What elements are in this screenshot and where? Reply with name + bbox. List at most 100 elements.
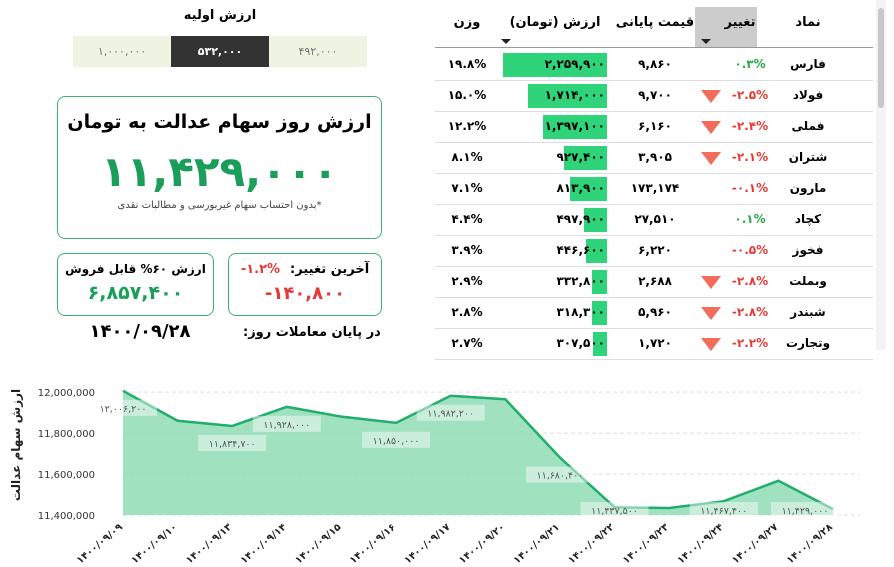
change-cell: -۲.۵% xyxy=(731,88,769,102)
label-box xyxy=(252,415,321,432)
row-line xyxy=(435,80,873,81)
x-tick-label: ۱۴۰۰/۰۹/۰۹ xyxy=(75,522,125,567)
row-line xyxy=(435,297,873,298)
value-cell: ۱,۷۱۴,۰۰۰ xyxy=(544,88,605,102)
down-triangle xyxy=(701,121,721,134)
value-bar xyxy=(592,332,607,356)
weight-cell: ۱۵.۰% xyxy=(447,88,487,102)
label-box xyxy=(771,502,839,518)
x-tick-label: ۱۴۰۰/۰۹/۱۳ xyxy=(184,522,234,567)
change-cell: -۲.۱% xyxy=(731,150,769,164)
value-cell: ۳۳۲,۸۰۰ xyxy=(556,274,605,288)
value-cell: ۳۰۷,۵۰۰ xyxy=(556,336,605,350)
down-icon xyxy=(701,338,721,351)
y-tick-label: 11,400,000 xyxy=(38,511,95,522)
value-option[interactable]: ۵۳۲,۰۰۰ xyxy=(171,36,269,67)
main-title: ارزش روز سهام عدالت به تومان xyxy=(67,111,372,133)
price-cell: ۱۷۳,۱۷۴ xyxy=(630,181,680,195)
x-tick-label: ۱۴۰۰/۰۹/۲۲ xyxy=(566,522,616,567)
down-icon xyxy=(701,276,721,289)
down-triangle xyxy=(701,152,721,165)
x-tick-label: ۱۴۰۰/۰۹/۱۶ xyxy=(348,522,398,567)
value-option[interactable]: ۴۹۲,۰۰۰ xyxy=(269,36,367,67)
symbol-cell: وبملت xyxy=(789,274,827,288)
sellable-card: ارزش ۶۰% قابل فروش ۶,۸۵۷,۴۰۰ xyxy=(57,253,214,316)
change-cell: -۲.۴% xyxy=(731,119,769,133)
column-header[interactable]: وزن xyxy=(453,15,481,30)
price-cell: ۶,۱۶۰ xyxy=(638,119,672,133)
weight-cell: ۴.۴% xyxy=(451,212,483,226)
weight-cell: ۸.۱% xyxy=(451,150,483,164)
change-cell: ۰.۱% xyxy=(734,212,766,226)
header-line xyxy=(435,47,873,48)
x-tick-label: ۱۴۰۰/۰۹/۲۳ xyxy=(621,522,671,567)
symbol-cell: کچاد xyxy=(794,212,822,226)
x-tick-label: ۱۴۰۰/۰۹/۱۷ xyxy=(403,522,453,567)
down-icon xyxy=(701,121,721,134)
main-note: *بدون احتساب سهام غیربورسی و مطالبات نقد… xyxy=(117,200,322,211)
price-cell: ۲۷,۵۱۰ xyxy=(634,212,676,226)
value-bar xyxy=(528,84,607,108)
value-cell: ۲,۲۵۹,۹۰۰ xyxy=(544,57,605,71)
change-row: -۱.۲% آخرین تغییر: xyxy=(229,262,381,277)
initial-options: ۱,۰۰۰,۰۰۰ ۵۳۲,۰۰۰ ۴۹۲,۰۰۰ xyxy=(73,36,367,67)
data-label: ۱۱,۶۸۰,۴۰۰ xyxy=(536,471,583,482)
scrollbar[interactable] xyxy=(876,0,886,350)
price-cell: ۹,۷۰۰ xyxy=(638,88,672,102)
x-tick-label: ۱۴۰۰/۰۹/۲۰ xyxy=(457,522,507,567)
row-line xyxy=(435,235,873,236)
weight-cell: ۲.۸% xyxy=(451,305,483,319)
column-header[interactable]: قیمت پایانی xyxy=(615,15,695,30)
y-tick-label: 12,000,000 xyxy=(38,388,95,399)
value-bar xyxy=(542,115,607,139)
change-cell: -۰.۱% xyxy=(731,181,769,195)
y-tick-label: 11,600,000 xyxy=(38,470,95,481)
main-card: ارزش روز سهام عدالت به تومان ۱۱,۴۲۹,۰۰۰ … xyxy=(57,96,382,239)
main-value: ۱۱,۴۲۹,۰۰۰ xyxy=(101,147,338,196)
change-cell: -۲.۸% xyxy=(731,305,769,319)
change-label: آخرین تغییر: xyxy=(290,262,370,277)
price-cell: ۲,۶۸۸ xyxy=(638,274,672,288)
symbol-table: نماد تغییر قیمت پایانی ارزش (تومان) وزن فارس ۰… xyxy=(435,5,873,360)
date-value: ۱۴۰۰/۰۹/۲۸ xyxy=(89,321,191,342)
price-cell: ۹,۸۶۰ xyxy=(638,57,672,71)
label-box xyxy=(525,466,594,483)
label-box xyxy=(89,399,157,416)
symbol-cell: فخوز xyxy=(792,243,824,257)
value-bar xyxy=(591,270,607,294)
value-cell: ۴۹۷,۹۰۰ xyxy=(556,212,605,226)
column-header[interactable]: تغییر xyxy=(724,15,756,30)
price-cell: ۳,۹۰۵ xyxy=(638,150,672,164)
column-header[interactable]: ارزش (تومان) xyxy=(509,15,601,30)
down-triangle xyxy=(701,90,721,103)
label-box xyxy=(198,434,267,451)
x-tick-label: ۱۴۰۰/۰۹/۲۸ xyxy=(785,522,835,567)
value-cell: ۱,۳۹۷,۱۰۰ xyxy=(544,119,605,133)
x-tick-label: ۱۴۰۰/۰۹/۲۷ xyxy=(730,522,780,567)
symbol-cell: مارون xyxy=(789,181,827,195)
down-icon xyxy=(701,90,721,103)
label-box xyxy=(362,431,431,448)
date-label: در پایان معاملات روز: xyxy=(243,325,381,340)
line xyxy=(122,389,834,511)
scroll-thumb[interactable] xyxy=(878,8,884,108)
row-line xyxy=(435,359,873,360)
sort-arrow xyxy=(501,39,511,44)
down-icon xyxy=(701,152,721,165)
change-cell: -۰.۵% xyxy=(731,243,769,257)
row-line xyxy=(435,173,873,174)
change-cell: -۲.۲% xyxy=(731,336,769,350)
label-box xyxy=(416,404,485,421)
column-header[interactable]: نماد xyxy=(795,15,821,30)
y-axis-label: ارزش سهام عدالت xyxy=(9,389,24,501)
symbol-cell: شتران xyxy=(788,150,828,164)
down-triangle xyxy=(701,338,721,351)
value-option[interactable]: ۱,۰۰۰,۰۰۰ xyxy=(73,36,171,67)
down-triangle xyxy=(701,276,721,289)
value-bar xyxy=(564,146,607,170)
data-label: ۱۱,۴۶۷,۴۰۰ xyxy=(700,506,747,517)
weight-cell: ۳.۹% xyxy=(451,243,483,257)
row-line xyxy=(435,328,873,329)
